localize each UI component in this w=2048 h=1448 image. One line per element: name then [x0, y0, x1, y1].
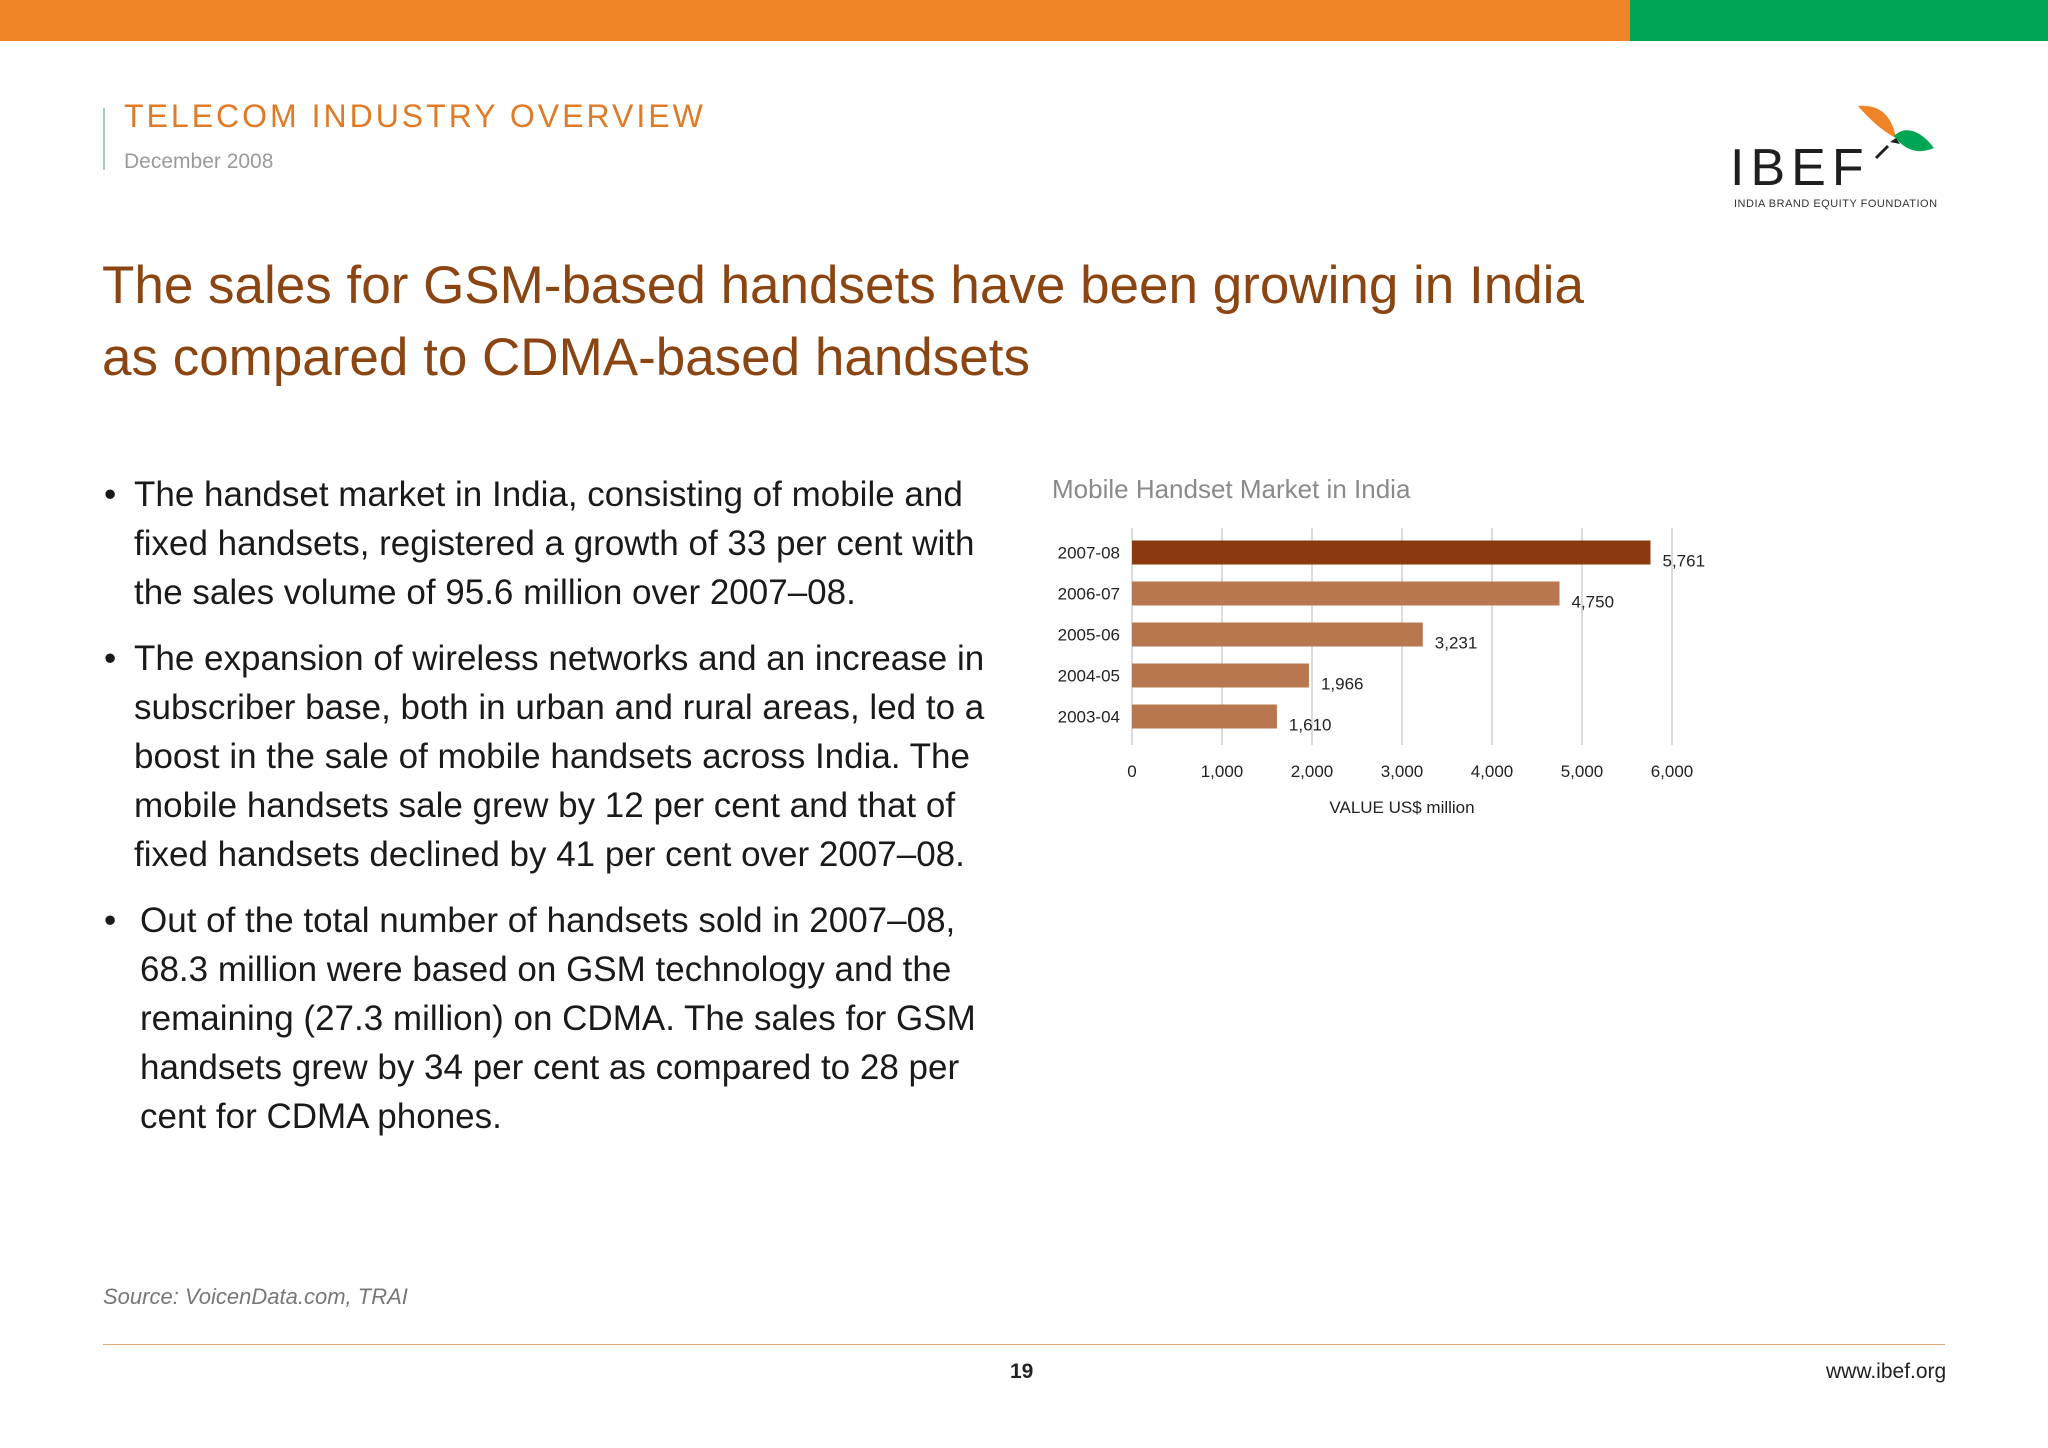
logo-wordmark: IBEF: [1730, 139, 1870, 197]
y-category-label: 2005-06: [1058, 626, 1120, 645]
bar: [1132, 663, 1309, 688]
y-category-label: 2007-08: [1058, 544, 1120, 563]
top-color-band: [0, 0, 2048, 41]
x-tick-label: 1,000: [1201, 762, 1244, 781]
top-band-green: [1630, 0, 2048, 41]
data-label: 5,761: [1662, 552, 1705, 571]
data-label: 4,750: [1572, 593, 1615, 612]
bullet-item: Out of the total number of handsets sold…: [100, 896, 1010, 1141]
y-category-label: 2006-07: [1058, 585, 1120, 604]
x-tick-label: 5,000: [1561, 762, 1604, 781]
y-category-label: 2003-04: [1058, 708, 1120, 727]
bullet-item: The expansion of wireless networks and a…: [100, 634, 1010, 879]
x-tick-label: 0: [1127, 762, 1136, 781]
report-date: December 2008: [124, 150, 274, 173]
x-tick-label: 6,000: [1651, 762, 1694, 781]
title-line-1: The sales for GSM-based handsets have be…: [102, 256, 1584, 315]
website-link: www.ibef.org: [1826, 1360, 1947, 1383]
top-band-orange: [0, 0, 1630, 41]
x-axis-label: VALUE US$ million: [1329, 798, 1474, 817]
bar-chart: 0 1,000 2,000 3,000 4,000 5,000 6,000 2007-08 5,…: [1058, 528, 1705, 817]
data-label: 1,610: [1289, 716, 1332, 735]
x-tick-label: 2,000: [1291, 762, 1334, 781]
bar: [1132, 540, 1651, 565]
logo-tagline: INDIA BRAND EQUITY FOUNDATION: [1734, 198, 1938, 210]
source-note: Source: VoicenData.com, TRAI: [103, 1284, 408, 1309]
bullet-item: The handset market in India, consisting …: [100, 470, 1010, 617]
y-category-label: 2004-05: [1058, 667, 1120, 686]
ibef-logo: IBEF INDIA BRAND EQUITY FOUNDATION: [1730, 102, 1950, 212]
x-tick-label: 4,000: [1471, 762, 1514, 781]
footer-divider: [103, 1344, 1945, 1345]
page-number: 19: [1010, 1360, 1034, 1383]
section-title: TELECOM INDUSTRY OVERVIEW: [124, 98, 706, 134]
x-tick-label: 3,000: [1381, 762, 1424, 781]
bar: [1132, 704, 1277, 729]
bar: [1132, 581, 1560, 606]
bar: [1132, 622, 1423, 647]
chart-title: Mobile Handset Market in India: [1052, 474, 1411, 504]
data-label: 1,966: [1321, 675, 1364, 694]
bullet-list: The handset market in India, consisting …: [100, 470, 1010, 1158]
data-label: 3,231: [1435, 634, 1478, 653]
header-divider: [103, 108, 105, 170]
page-title: The sales for GSM-based handsets have be…: [102, 250, 1602, 394]
title-line-2: as compared to CDMA-based handsets: [102, 328, 1030, 387]
bird-icon: [1858, 105, 1934, 160]
